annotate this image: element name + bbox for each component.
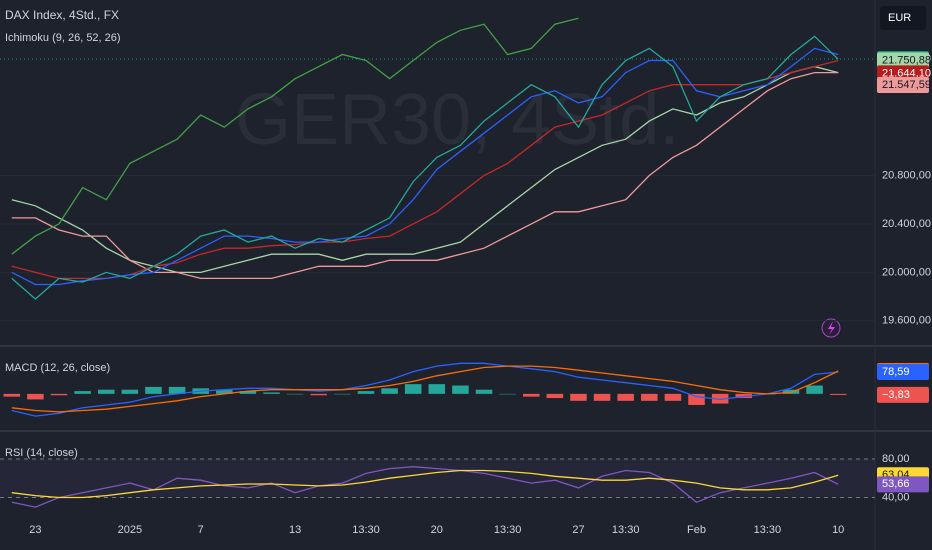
chart-title: DAX Index, 4Std., FX [5,8,119,22]
price-badge-label: −3,83 [882,389,910,401]
x-tick-label: 23 [29,524,41,536]
x-tick-label: 13:30 [494,524,522,536]
band-fill [0,458,875,498]
price-badge-label: 21.750,88 [882,54,931,66]
histogram-bar [239,391,257,394]
histogram-bar [735,393,753,399]
histogram-bar [74,391,91,394]
histogram-bar [357,391,375,394]
x-tick-label: 13 [289,524,301,536]
x-tick-label: 13:30 [612,524,640,536]
histogram-bar [499,393,516,395]
histogram-bar [570,393,587,401]
y-tick-label: 19.600,00 [882,315,931,327]
x-tick-label: 13:30 [754,524,782,536]
histogram-bar [782,389,800,394]
currency-box[interactable] [880,6,926,30]
indicator-title: Ichimoku (9, 26, 52, 26) [5,32,121,44]
histogram-bar [263,392,280,394]
currency: EUR [888,12,911,24]
series-line [11,469,839,499]
price-badge [877,476,929,493]
x-tick-label: 10 [832,524,844,536]
histogram-bar [452,385,469,394]
histogram-bar [688,393,705,405]
histogram-bar [216,389,233,394]
watermark: GER30, 4Std. [235,80,679,160]
price-badge-label: 78,59 [882,366,910,378]
price-badge-label: 21.644,10 [882,67,931,79]
histogram-bar [381,388,398,394]
price-badge-label: 21.547,59 [882,79,931,91]
series-line [11,71,839,280]
series-line [11,35,839,300]
alert-bolt [828,321,835,335]
histogram-bar [27,393,44,400]
histogram-bar [522,393,540,397]
indicator-title: MACD (12, 26, close) [5,362,110,374]
series-line [11,47,839,286]
indicator-title: RSI (14, close) [5,447,78,459]
series-line [11,17,579,255]
histogram-bar [593,393,611,401]
price-badge [877,364,929,381]
histogram-bar [121,389,139,394]
y-tick-label: 40,00 [882,491,910,503]
y-tick-label: 80,00 [882,453,910,465]
x-tick-label: 13:30 [352,524,380,536]
histogram-bar [806,385,823,394]
histogram-bar [641,393,658,401]
series-line [11,365,839,413]
price-badge [877,386,929,403]
histogram-bar [286,393,304,395]
series-line [11,362,839,417]
price-badge-label: 53,66 [882,478,910,490]
x-tick-label: 20 [431,524,443,536]
y-tick-label: 20.000,00 [882,266,931,278]
histogram-bar [711,393,729,404]
histogram-bar [404,384,422,394]
y-tick-label: 20.800,00 [882,169,931,181]
histogram-bar [145,386,162,394]
histogram-bar [617,393,634,401]
y-tick-label: 20.400,00 [882,218,931,230]
price-badge [877,77,929,94]
histogram-bar [334,393,351,395]
histogram-bar [310,393,328,396]
histogram-bar [428,384,446,394]
price-badge [877,52,929,69]
histogram-bar [50,393,68,396]
x-tick-label: 7 [198,524,204,536]
histogram-bar [546,393,564,399]
series-line [11,466,839,508]
x-tick-label: 2025 [118,524,142,536]
x-tick-label: 27 [572,524,584,536]
histogram-bar [97,389,115,394]
histogram-bar [168,386,186,394]
series-line [11,65,839,274]
x-tick-label: Feb [687,524,706,536]
histogram-bar [3,393,21,397]
histogram-bar [829,393,847,395]
histogram-bar [664,393,682,401]
histogram-bar [475,389,493,394]
